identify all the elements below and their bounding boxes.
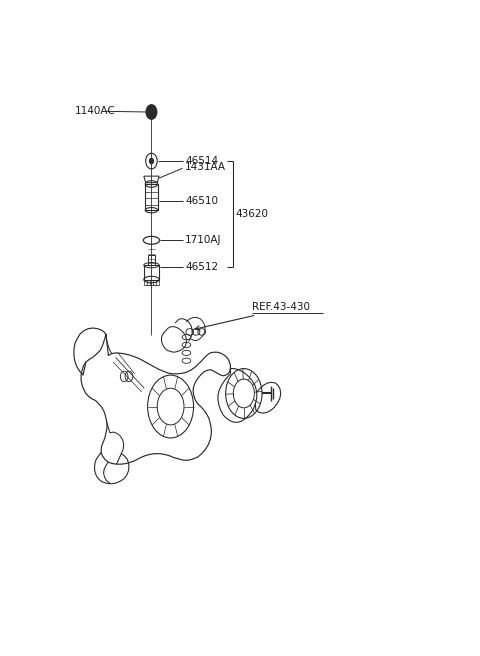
Text: 43620: 43620 (236, 209, 269, 219)
Text: 1140AC: 1140AC (75, 106, 116, 115)
Text: 46510: 46510 (185, 196, 218, 206)
Text: 1431AA: 1431AA (185, 162, 226, 172)
Text: 46514: 46514 (185, 156, 218, 166)
Text: REF.43-430: REF.43-430 (252, 302, 310, 312)
Circle shape (150, 159, 154, 164)
Bar (148, 255, 156, 265)
Text: 1710AJ: 1710AJ (185, 236, 221, 245)
Bar (145, 184, 157, 210)
Circle shape (146, 105, 157, 119)
Bar (144, 265, 159, 279)
Text: 46512: 46512 (185, 262, 218, 272)
